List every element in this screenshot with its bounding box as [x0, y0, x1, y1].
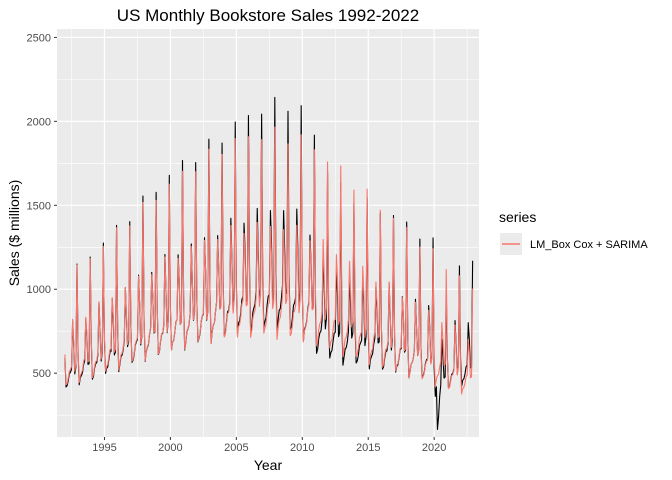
x-tick-label: 2015: [356, 442, 380, 454]
y-tick-label: 1000: [27, 284, 51, 296]
x-axis-title: Year: [254, 457, 283, 473]
y-axis-title: Sales ($ millions): [6, 180, 22, 287]
plot-panel: [57, 29, 479, 437]
x-tick-label: 2000: [158, 442, 182, 454]
x-axis: 1995 2000 2005 2010 2015 2020: [92, 437, 446, 454]
x-tick-label: 2005: [224, 442, 248, 454]
chart-title: US Monthly Bookstore Sales 1992-2022: [117, 6, 419, 25]
y-tick-label: 1500: [27, 200, 51, 212]
y-tick-label: 2500: [27, 32, 51, 44]
series-layer: [64, 96, 474, 430]
series-line-fitted: [64, 126, 474, 395]
grid-major: [57, 29, 479, 437]
grid-minor: [57, 29, 479, 437]
x-tick-label: 2020: [422, 442, 446, 454]
y-tick-label: 2000: [27, 116, 51, 128]
legend-label-fitted: LM_Box Cox + SARIMA: [530, 239, 648, 251]
legend-title: series: [499, 209, 536, 225]
y-tick-label: 500: [33, 368, 51, 380]
y-axis: 500 1000 1500 2000 2500: [27, 32, 57, 380]
x-tick-label: 2010: [290, 442, 314, 454]
legend: series LM_Box Cox + SARIMA: [499, 209, 648, 255]
x-tick-label: 1995: [92, 442, 116, 454]
